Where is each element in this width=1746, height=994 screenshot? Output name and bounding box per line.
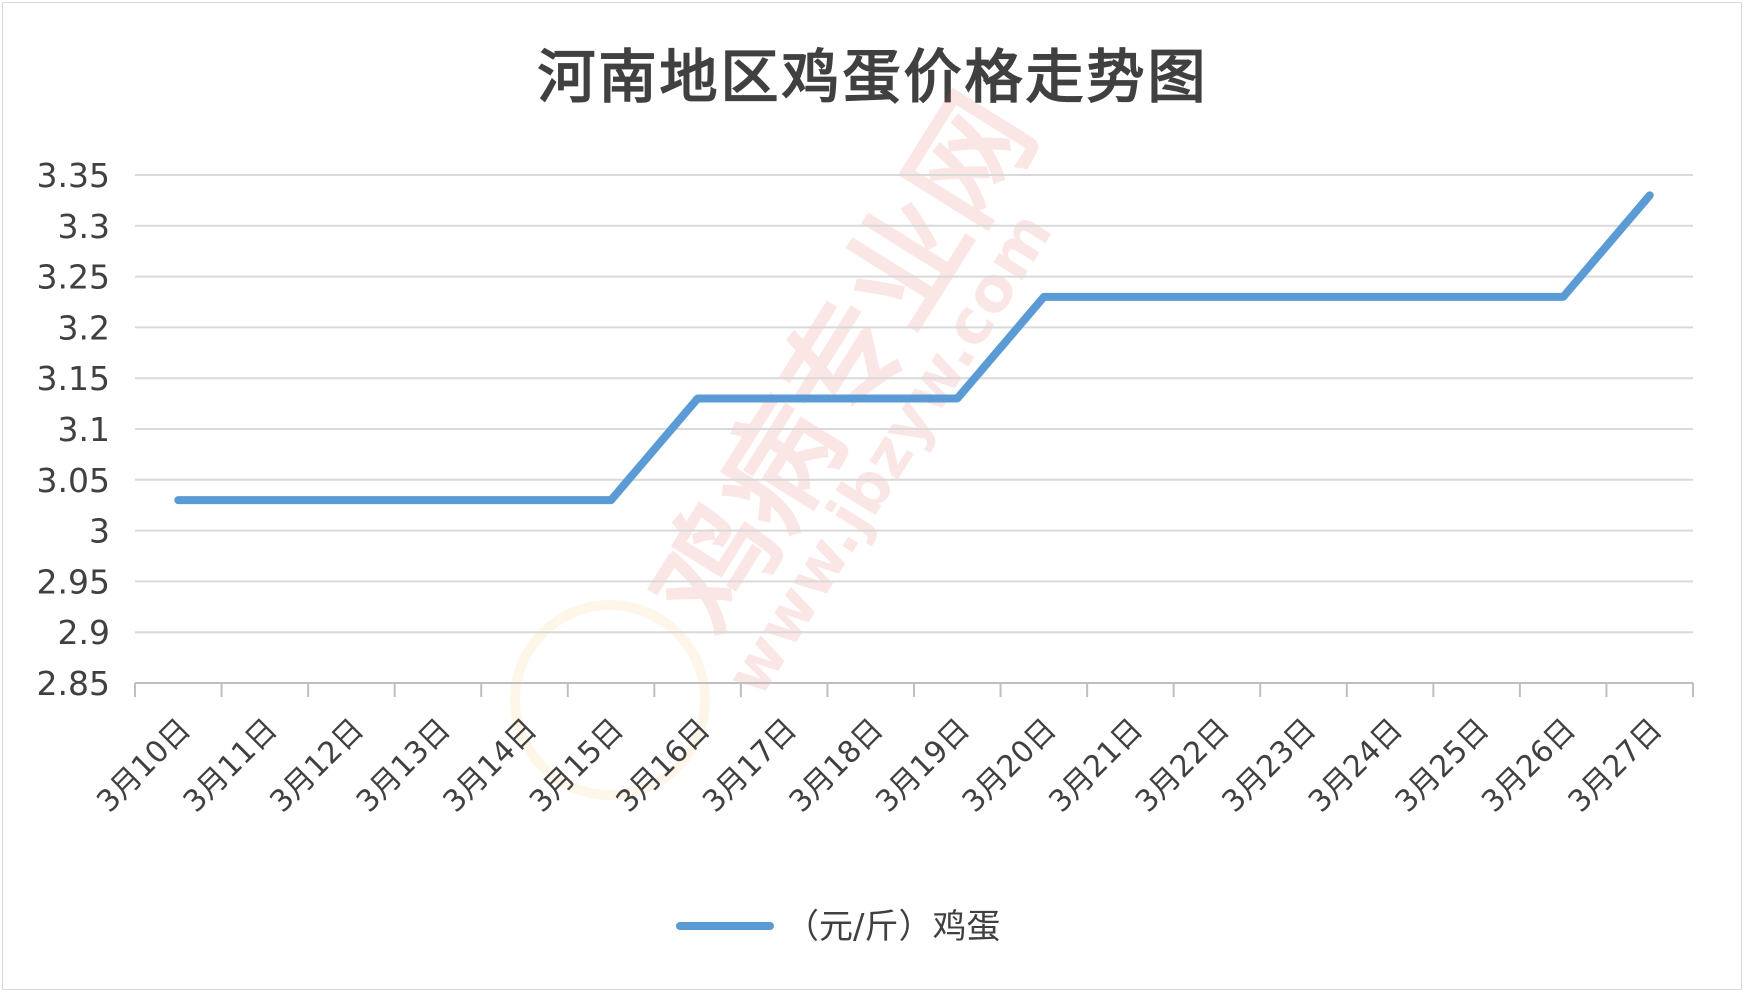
x-tick-label: 3月14日 <box>436 712 544 820</box>
x-tick-label: 3月17日 <box>696 712 804 820</box>
x-tick-label: 3月20日 <box>956 712 1064 820</box>
y-tick-label: 3.05 <box>37 461 110 500</box>
legend-label: （元/斤）鸡蛋 <box>785 907 1000 947</box>
x-tick-label: 3月11日 <box>177 712 285 820</box>
y-axis-ticks: 2.85 2.9 2.95 3 3.05 3.1 3.15 3.2 3.25 3.3 3.35 <box>37 156 110 703</box>
x-tick-label: 3月26日 <box>1475 712 1583 820</box>
y-tick-label: 2.85 <box>37 664 110 703</box>
x-tick-label: 3月25日 <box>1389 712 1497 820</box>
x-tick-label: 3月27日 <box>1562 712 1670 820</box>
x-tick-label: 3月18日 <box>783 712 891 820</box>
x-tick-label: 3月24日 <box>1302 712 1410 820</box>
x-tick-label: 3月21日 <box>1042 712 1150 820</box>
series-line <box>174 191 1654 505</box>
y-tick-label: 3.15 <box>37 359 110 398</box>
x-tick-label: 3月13日 <box>350 712 458 820</box>
x-tick-label: 3月12日 <box>263 712 371 820</box>
legend: （元/斤）鸡蛋 <box>676 907 1000 947</box>
y-tick-label: 3.2 <box>58 308 110 347</box>
y-tick-label: 3.35 <box>37 156 110 195</box>
y-tick-label: 3.25 <box>37 258 110 297</box>
watermark-logo-icon <box>510 600 710 800</box>
y-tick-label: 3 <box>89 512 110 551</box>
chart-title: 河南地区鸡蛋价格走势图 <box>537 43 1209 111</box>
gridlines <box>135 174 1693 634</box>
y-tick-label: 3.3 <box>58 207 110 246</box>
x-axis <box>134 682 1694 697</box>
x-tick-label: 3月10日 <box>90 712 198 820</box>
y-tick-label: 2.9 <box>58 613 110 652</box>
y-tick-label: 3.1 <box>58 410 110 449</box>
x-tick-label: 3月22日 <box>1129 712 1237 820</box>
y-tick-label: 2.95 <box>37 562 110 601</box>
x-axis-ticks: 3月10日3月11日3月12日3月13日3月14日3月15日3月16日3月17日… <box>90 712 1669 820</box>
x-tick-label: 3月19日 <box>869 712 977 820</box>
x-tick-label: 3月23日 <box>1215 712 1323 820</box>
series-group <box>174 191 1654 505</box>
x-tick-label: 3月16日 <box>610 712 718 820</box>
